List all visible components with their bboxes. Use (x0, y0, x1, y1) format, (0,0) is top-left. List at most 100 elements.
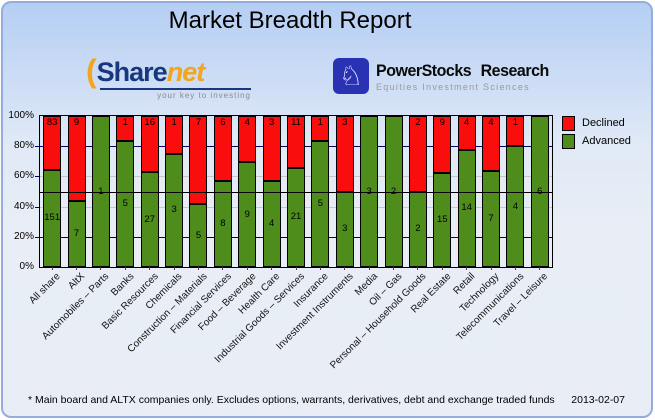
declined-segment (262, 116, 281, 181)
x-tick (222, 267, 224, 270)
advanced-value: 8 (220, 217, 226, 229)
y-tick-60 (35, 176, 39, 178)
declined-value: 1 (122, 117, 128, 128)
x-tick (149, 267, 151, 270)
advanced-value: 27 (144, 213, 155, 225)
sharenet-logo: ( Share net your key to investing (86, 53, 251, 100)
advanced-value: 6 (531, 186, 549, 197)
x-tick (417, 267, 419, 270)
y-label-20: 20% (13, 230, 34, 242)
y-label-40: 40% (13, 200, 34, 212)
declined-segment (335, 116, 354, 192)
x-tick (539, 267, 541, 270)
declined-segment (287, 116, 305, 168)
advanced-value: 2 (385, 186, 403, 197)
declined-value: 6 (220, 117, 226, 128)
x-tick (51, 267, 53, 270)
x-tick (466, 267, 468, 270)
declined-segment (116, 116, 135, 142)
reference-line-50pct (40, 191, 552, 193)
advanced-segment (238, 162, 257, 267)
declined-value: 3 (342, 117, 348, 128)
declined-value: 9 (439, 117, 445, 128)
x-tick (100, 267, 102, 270)
declined-value: 83 (46, 117, 58, 128)
y-label-80: 80% (13, 140, 34, 152)
declined-segment (165, 116, 184, 154)
sharenet-paren-icon: ( (86, 53, 97, 89)
advanced-value: 3 (360, 186, 378, 197)
powerstocks-tagline: Equities Investment Sciences (376, 81, 530, 92)
advanced-segment (457, 149, 476, 267)
x-tick (173, 267, 175, 270)
bar-real-estate: 9 15 (433, 116, 452, 267)
advanced-value: 151 (44, 212, 61, 224)
advanced-segment (189, 204, 208, 267)
advanced-value: 9 (244, 208, 250, 220)
legend-label-declined: Declined (582, 117, 625, 129)
legend-item-declined: Declined (562, 114, 631, 132)
advanced-value: 2 (415, 223, 421, 235)
x-tick (441, 267, 443, 270)
x-tick (514, 267, 516, 270)
legend-item-advanced: Advanced (562, 132, 631, 150)
advanced-value: 3 (171, 204, 177, 216)
advanced-value: 15 (436, 213, 448, 225)
plot-area: 8315197115162713756849341121153332229154… (39, 115, 553, 268)
footer: * Main board and ALTX companies only. Ex… (28, 394, 625, 406)
declined-segment (482, 116, 501, 171)
advanced-value: 5 (122, 198, 128, 210)
bar-basic-resources: 16 27 (140, 116, 159, 267)
declined-segment (213, 116, 232, 181)
declined-value: 2 (415, 117, 421, 128)
x-tick (197, 267, 199, 270)
advanced-segment (116, 141, 135, 267)
x-tick (246, 267, 248, 270)
powerstocks-logo: ♘ PowerStocks Research Equities Investmen… (333, 58, 560, 94)
legend-swatch-advanced (562, 133, 575, 149)
sharenet-name-net: net (166, 57, 205, 87)
declined-value: 9 (73, 117, 80, 128)
declined-segment (238, 116, 257, 163)
y-label-0: 0% (19, 261, 34, 272)
powerstocks-name-2: Research (480, 60, 550, 80)
advanced-segment (213, 180, 232, 267)
declined-segment (67, 116, 86, 201)
advanced-value: 4 (268, 217, 275, 229)
x-tick (271, 267, 273, 270)
x-tick (393, 267, 395, 270)
legend-label-advanced: Advanced (582, 135, 631, 147)
bar-retail: 4 14 (457, 116, 476, 267)
advanced-value: 21 (290, 211, 302, 223)
declined-segment (408, 116, 427, 192)
declined-segment (311, 116, 330, 142)
x-tick (319, 267, 321, 270)
bar-industrial-goods-services: 11 21 (287, 116, 305, 267)
advanced-segment (262, 180, 281, 267)
advanced-value: 4 (512, 200, 519, 212)
advanced-value: 3 (342, 223, 348, 235)
advanced-segment (165, 153, 184, 267)
declined-value: 3 (268, 117, 275, 128)
declined-segment (506, 116, 525, 147)
declined-value: 4 (464, 117, 470, 128)
footer-note: * Main board and ALTX companies only. Ex… (28, 394, 555, 406)
x-tick (76, 267, 78, 270)
y-tick-40 (35, 206, 39, 208)
report-date: 2013-02-07 (571, 394, 625, 406)
declined-segment (140, 116, 159, 173)
sharenet-name-share: Share (96, 57, 168, 87)
sharenet-underline (100, 88, 251, 90)
advanced-value: 14 (461, 202, 472, 214)
declined-value: 1 (171, 117, 177, 128)
advanced-segment (311, 141, 330, 267)
advanced-segment (43, 169, 62, 267)
advanced-segment (140, 172, 159, 267)
advanced-segment (506, 146, 525, 267)
